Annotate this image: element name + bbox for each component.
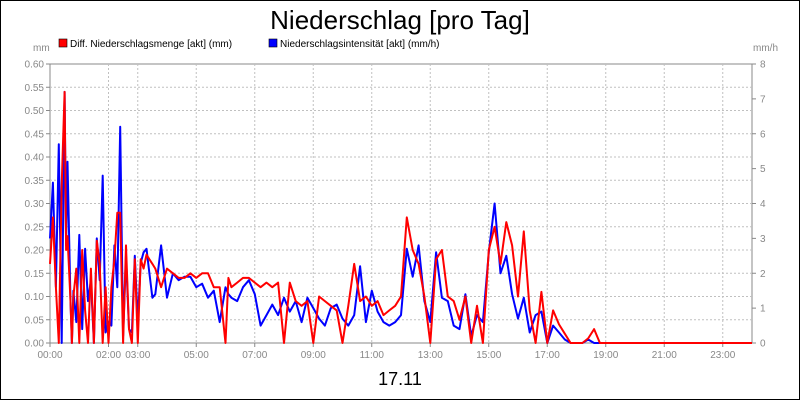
left-tick-label: 0.60 (25, 60, 45, 71)
left-tick-label: 0.20 (25, 246, 45, 257)
right-tick-label: 1 (760, 304, 766, 315)
legend-label-diff: Diff. Niederschlagsmenge [akt] (mm) (70, 39, 232, 50)
right-axis: 0 1 2 3 4 5 6 7 8 (752, 60, 766, 350)
right-tick-label: 3 (760, 234, 766, 245)
left-axis-unit: mm (33, 43, 50, 54)
right-axis-unit: mm/h (753, 43, 778, 54)
x-tick-label: 09:00 (301, 350, 326, 361)
series-line-intensity (49, 90, 752, 344)
left-tick-label: 0.30 (25, 199, 45, 210)
x-tick-label: 00:00 (37, 350, 62, 361)
left-tick-label: 0.40 (25, 153, 45, 164)
x-tick-label: 15:00 (476, 350, 501, 361)
x-tick-label: 13:00 (418, 350, 443, 361)
left-tick-label: 0.05 (25, 315, 45, 326)
right-tick-label: 2 (760, 269, 766, 280)
right-tick-label: 8 (760, 60, 766, 71)
left-axis: 0.00 0.05 0.10 0.15 0.20 0.25 0.30 0.35 0.40 0.45… (25, 60, 50, 350)
right-tick-label: 7 (760, 94, 766, 105)
x-tick-label: 03:00 (125, 350, 150, 361)
left-tick-label: 0.55 (25, 83, 45, 94)
legend: Diff. Niederschlagsmenge [akt] (mm) Nied… (58, 38, 440, 50)
left-tick-label: 0.15 (25, 269, 45, 280)
left-tick-label: 0.00 (25, 339, 45, 350)
x-tick-label: 02:00 (96, 350, 121, 361)
x-tick-label: 07:00 (242, 350, 267, 361)
x-tick-label: 05:00 (184, 350, 209, 361)
x-tick-label: 19:00 (593, 350, 618, 361)
series-layer (49, 90, 752, 344)
legend-label-intensity: Niederschlagsintensität [akt] (mm/h) (280, 39, 440, 50)
legend-swatch-diff (58, 38, 68, 48)
left-tick-label: 0.35 (25, 176, 45, 187)
chart-title: Niederschlag [pro Tag] (270, 5, 530, 35)
grid (49, 63, 753, 344)
left-tick-label: 0.45 (25, 129, 45, 140)
left-tick-label: 0.50 (25, 106, 45, 117)
date-label: 17.11 (378, 369, 422, 389)
left-tick-label: 0.10 (25, 292, 45, 303)
x-axis: 00:00 02:00 03:00 05:00 07:00 09:00 11:00 13:00… (37, 343, 736, 361)
x-tick-label: 21:00 (652, 350, 677, 361)
right-tick-label: 4 (760, 199, 766, 210)
x-tick-label: 17:00 (535, 350, 560, 361)
right-tick-label: 0 (760, 339, 766, 350)
legend-swatch-intensity (268, 38, 278, 48)
x-tick-label: 11:00 (360, 350, 385, 361)
x-tick-label: 23:00 (710, 350, 735, 361)
right-tick-label: 6 (760, 129, 766, 140)
left-tick-label: 0.25 (25, 222, 45, 233)
right-tick-label: 5 (760, 164, 766, 175)
series-line-diff (49, 90, 752, 344)
